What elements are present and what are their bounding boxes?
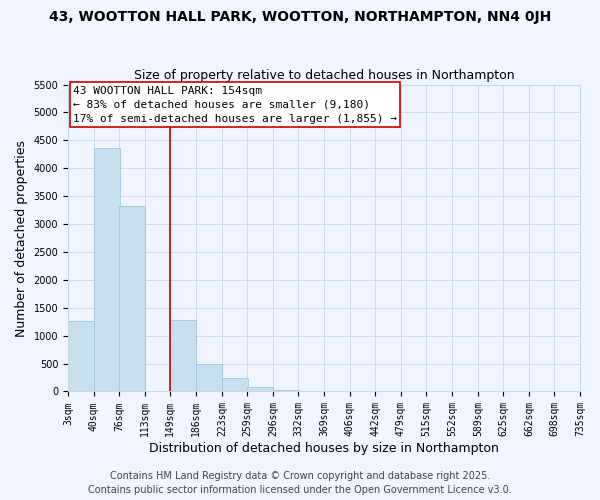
Bar	[222, 378, 248, 392]
Bar	[170, 320, 196, 392]
Text: Contains HM Land Registry data © Crown copyright and database right 2025.
Contai: Contains HM Land Registry data © Crown c…	[88, 471, 512, 495]
X-axis label: Distribution of detached houses by size in Northampton: Distribution of detached houses by size …	[149, 442, 499, 455]
Bar	[68, 320, 94, 392]
Bar	[273, 390, 299, 392]
Bar	[119, 206, 145, 392]
Bar	[247, 388, 273, 392]
Y-axis label: Number of detached properties: Number of detached properties	[15, 140, 28, 336]
Text: 43 WOOTTON HALL PARK: 154sqm
← 83% of detached houses are smaller (9,180)
17% of: 43 WOOTTON HALL PARK: 154sqm ← 83% of de…	[73, 86, 397, 124]
Bar	[94, 148, 120, 392]
Title: Size of property relative to detached houses in Northampton: Size of property relative to detached ho…	[134, 69, 514, 82]
Text: 43, WOOTTON HALL PARK, WOOTTON, NORTHAMPTON, NN4 0JH: 43, WOOTTON HALL PARK, WOOTTON, NORTHAMP…	[49, 10, 551, 24]
Bar	[196, 364, 222, 392]
